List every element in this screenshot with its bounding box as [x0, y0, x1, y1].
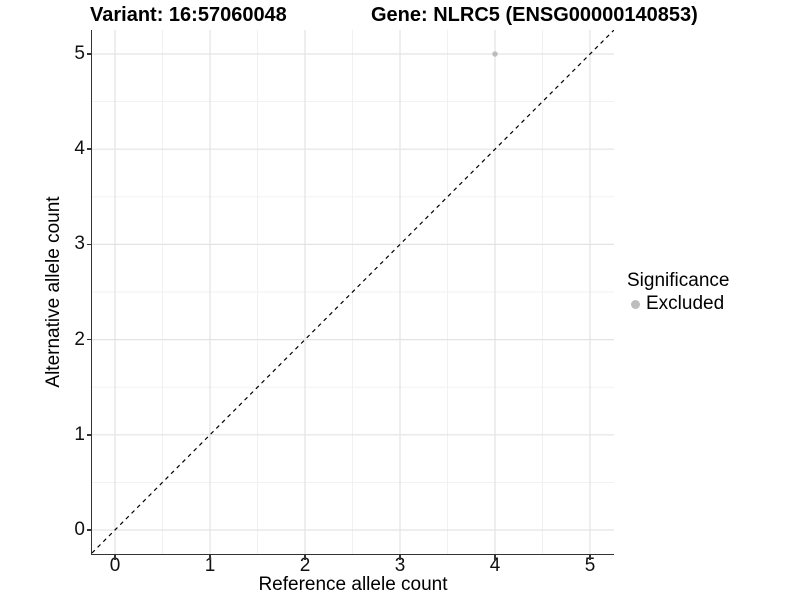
gridlines-minor — [91, 30, 614, 554]
x-axis-tick-mark — [114, 555, 116, 560]
x-tick-label-1: 1 — [204, 555, 216, 576]
x-tick-label-3: 3 — [394, 555, 406, 576]
x-axis-tick-mark — [494, 555, 496, 560]
y-axis-tick-mark — [87, 243, 92, 246]
x-axis-tick-mark — [589, 555, 591, 560]
x-axis-tick-mark — [304, 555, 306, 560]
y-axis-tick-mark — [87, 338, 92, 341]
gridlines-major — [91, 30, 614, 554]
plot-svg — [91, 30, 614, 554]
y-axis-title: Alternative allele count — [43, 196, 64, 388]
legend: Significance Excluded — [627, 269, 729, 315]
y-tick-label-0: 0 — [74, 519, 85, 540]
x-axis-title: Reference allele count — [258, 574, 448, 595]
gene-title: Gene: NLRC5 (ENSG00000140853) — [371, 4, 698, 26]
y-tick-label-5: 5 — [74, 43, 85, 64]
y-axis-tick-mark — [87, 148, 92, 150]
legend-item-label: Excluded — [646, 293, 725, 314]
y-axis-tick-mark — [87, 434, 92, 436]
y-tick-label-2: 2 — [74, 329, 85, 350]
identity-dashed-line — [91, 30, 614, 554]
legend-key — [627, 295, 643, 313]
x-axis-tick-mark — [399, 555, 401, 560]
variant-title: Variant: 16:57060048 — [90, 4, 287, 26]
y-tick-label-3: 3 — [74, 233, 85, 254]
y-axis-tick-mark — [87, 53, 92, 55]
x-tick-label-4: 4 — [489, 555, 501, 576]
x-tick-label-2: 2 — [299, 555, 311, 576]
x-axis-tick-mark — [209, 555, 211, 560]
excluded-point-icon — [630, 299, 640, 309]
legend-title: Significance — [627, 270, 730, 291]
y-axis-tick-mark — [87, 529, 92, 531]
y-tick-label-4: 4 — [74, 138, 85, 159]
y-tick-label-1: 1 — [74, 424, 85, 445]
x-tick-label-0: 0 — [109, 555, 121, 576]
data-point — [491, 51, 498, 57]
plot-panel — [90, 30, 614, 555]
legend-item-excluded: Excluded — [627, 293, 729, 315]
x-tick-label-5: 5 — [584, 555, 596, 576]
plot-points — [491, 51, 498, 57]
